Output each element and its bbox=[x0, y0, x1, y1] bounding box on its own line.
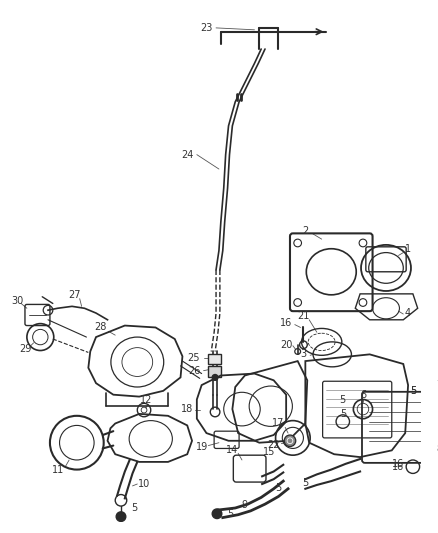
Text: 10: 10 bbox=[138, 479, 150, 489]
Text: 14: 14 bbox=[226, 446, 239, 455]
Text: 27: 27 bbox=[69, 290, 81, 300]
Text: 5: 5 bbox=[131, 503, 138, 513]
Text: 16: 16 bbox=[392, 462, 405, 472]
Text: 5: 5 bbox=[276, 483, 282, 493]
FancyBboxPatch shape bbox=[208, 366, 221, 377]
Text: 3: 3 bbox=[300, 349, 307, 359]
Text: 29: 29 bbox=[19, 344, 31, 353]
Text: 5: 5 bbox=[302, 478, 308, 488]
Text: 16: 16 bbox=[280, 318, 292, 328]
Circle shape bbox=[212, 375, 218, 380]
Text: 2: 2 bbox=[302, 227, 308, 237]
Circle shape bbox=[212, 509, 222, 519]
Text: 8: 8 bbox=[437, 445, 438, 455]
Text: 20: 20 bbox=[280, 340, 292, 350]
Text: 23: 23 bbox=[200, 23, 212, 33]
Text: 9: 9 bbox=[242, 500, 248, 510]
Text: 1: 1 bbox=[405, 244, 411, 254]
Text: 24: 24 bbox=[181, 150, 194, 160]
Text: 30: 30 bbox=[11, 296, 23, 305]
Text: 26: 26 bbox=[188, 366, 200, 376]
Text: 7: 7 bbox=[437, 380, 438, 390]
Text: 5: 5 bbox=[410, 386, 416, 396]
Text: 15: 15 bbox=[263, 447, 275, 457]
Circle shape bbox=[116, 512, 126, 521]
Text: 5: 5 bbox=[410, 386, 416, 396]
Text: 5: 5 bbox=[341, 409, 347, 419]
Text: 6: 6 bbox=[360, 390, 366, 400]
Text: 5: 5 bbox=[227, 509, 233, 519]
Text: 4: 4 bbox=[405, 308, 411, 318]
Text: 21: 21 bbox=[297, 311, 310, 321]
Text: 19: 19 bbox=[195, 442, 208, 453]
Text: 17: 17 bbox=[272, 418, 285, 429]
Text: 18: 18 bbox=[181, 404, 193, 414]
Text: 11: 11 bbox=[52, 465, 64, 474]
Text: 28: 28 bbox=[95, 322, 107, 333]
Text: 5: 5 bbox=[339, 395, 345, 406]
Circle shape bbox=[284, 435, 296, 447]
Text: 16: 16 bbox=[392, 459, 405, 469]
FancyBboxPatch shape bbox=[208, 354, 221, 364]
Text: 22: 22 bbox=[268, 440, 280, 450]
Text: 25: 25 bbox=[188, 353, 200, 363]
Text: 12: 12 bbox=[140, 395, 152, 406]
